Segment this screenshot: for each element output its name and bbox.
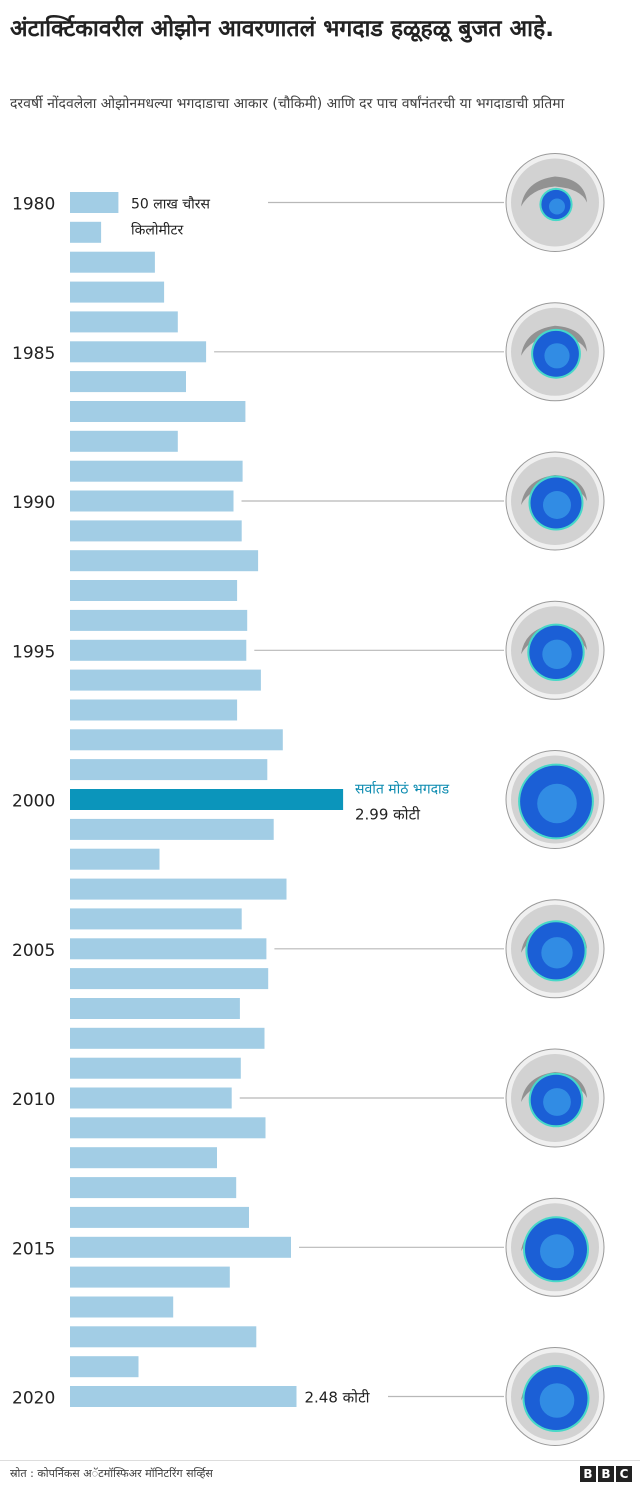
- bar: [70, 609, 248, 631]
- bar: [70, 968, 269, 990]
- bbc-logo: B B C: [580, 1466, 632, 1482]
- max-annotation-value: 2.99 कोटी: [355, 806, 421, 824]
- bar: [70, 848, 160, 870]
- logo-letter: B: [598, 1466, 614, 1482]
- ozone-hole-map-icon: [542, 639, 572, 669]
- bar: [70, 221, 102, 243]
- bar: [70, 1236, 291, 1258]
- ozone-hole-map-icon: [543, 1088, 571, 1116]
- bar: [70, 580, 238, 601]
- footer-divider: [0, 1460, 640, 1461]
- year-tick-label: 2015: [12, 1239, 55, 1259]
- year-tick-label: 2000: [12, 792, 55, 812]
- bar: [70, 192, 119, 213]
- bar: [70, 1147, 217, 1169]
- bar: [70, 639, 247, 661]
- bar: [70, 908, 242, 930]
- bar: [70, 550, 259, 572]
- ozone-hole-map-icon: [521, 176, 587, 207]
- year-tick-label: 2005: [12, 941, 55, 961]
- bar: [70, 699, 238, 721]
- scale-annotation: किलोमीटर: [131, 222, 184, 239]
- year-tick-label: 1985: [12, 344, 55, 364]
- bar: [70, 281, 165, 303]
- bar: [70, 1266, 230, 1288]
- bar: [70, 759, 268, 781]
- logo-letter: B: [580, 1466, 596, 1482]
- ozone-hole-map-icon: [544, 343, 570, 369]
- bar: [70, 1117, 266, 1139]
- bar: [70, 430, 178, 452]
- bar: [70, 371, 186, 393]
- ozone-hole-map-icon: [540, 1234, 574, 1269]
- ozone-hole-map-icon: [541, 937, 573, 969]
- bar: [70, 1087, 232, 1109]
- ozone-hole-map-icon: [521, 325, 587, 356]
- bar: [70, 729, 283, 751]
- bar: [70, 1356, 139, 1378]
- bar: [70, 878, 287, 900]
- chart-subtitle: दरवर्षी नोंदवलेला ओझोनमधल्या भगदाडाचा आक…: [10, 96, 565, 112]
- ozone-hole-map-icon: [543, 491, 571, 519]
- bar: [70, 401, 246, 422]
- bar: [70, 1296, 174, 1318]
- ozone-hole-map-icon: [549, 198, 565, 215]
- bar-highlight: [70, 789, 344, 810]
- bar: [70, 669, 261, 691]
- bar: [70, 490, 234, 512]
- bar: [70, 938, 267, 960]
- bar: [70, 1177, 237, 1199]
- ozone-hole-map-icon: [537, 783, 577, 824]
- year-tick-label: 2020: [12, 1389, 55, 1409]
- bar: [70, 1386, 297, 1407]
- bar: [70, 1326, 257, 1348]
- max-annotation-label: सर्वात मोठं भगदाड: [355, 781, 450, 798]
- bar: [70, 311, 178, 333]
- scale-annotation: 50 लाख चौरस: [131, 196, 211, 213]
- bar: [70, 1206, 249, 1228]
- bar: [70, 818, 274, 840]
- year-tick-label: 2010: [12, 1090, 55, 1110]
- bar: [70, 341, 207, 363]
- bar: [70, 1027, 265, 1049]
- bar: [70, 998, 240, 1019]
- logo-letter: C: [616, 1466, 632, 1482]
- latest-annotation-value: 2.48 कोटी: [305, 1389, 371, 1407]
- ozone-hole-map-icon: [539, 1383, 575, 1418]
- year-tick-label: 1990: [12, 493, 55, 513]
- bar: [70, 460, 243, 482]
- bar: [70, 251, 155, 273]
- source-note: स्रोत : कोपर्निकस अॅटमॉस्फिअर मॉनिटरिंग …: [10, 1467, 213, 1480]
- year-tick-label: 1995: [12, 642, 55, 662]
- bar: [70, 1057, 241, 1079]
- year-tick-label: 1980: [12, 195, 55, 215]
- bar: [70, 520, 242, 542]
- chart-title: अंटार्क्टिकावरील ओझोन आवरणातलं भगदाड हळू…: [10, 16, 554, 42]
